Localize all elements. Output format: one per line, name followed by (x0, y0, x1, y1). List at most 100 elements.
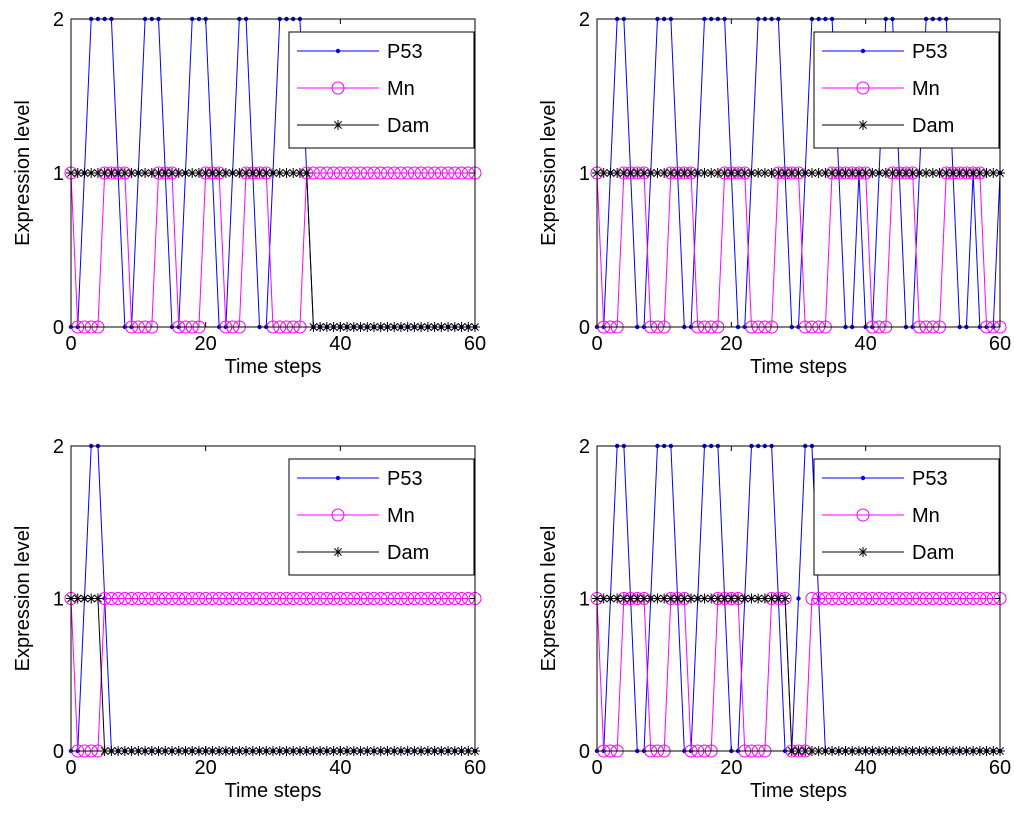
y-tick-label: 0 (53, 317, 64, 339)
data-point (612, 168, 623, 178)
legend-marker-dam (858, 120, 868, 130)
data-point (99, 168, 110, 178)
x-tick-label: 60 (464, 757, 486, 779)
x-tick-label: 40 (329, 757, 351, 779)
data-point (832, 592, 846, 605)
data-point (961, 168, 972, 178)
data-point (288, 168, 299, 178)
data-point (199, 592, 213, 605)
x-tick-label: 20 (195, 757, 217, 779)
data-point (686, 168, 697, 178)
data-point (632, 593, 643, 604)
y-axis-label: Expression level (538, 100, 560, 246)
data-point (261, 168, 272, 178)
data-point (153, 168, 164, 178)
data-point (988, 168, 999, 178)
data-point (367, 166, 381, 180)
data-point (719, 168, 730, 178)
data-point (441, 166, 455, 180)
data-point (874, 168, 885, 178)
data-point (598, 168, 609, 178)
data-point (679, 593, 690, 604)
data-point (354, 592, 368, 605)
legend-item-p53: P53 (297, 468, 423, 490)
data-point (759, 593, 770, 604)
legend-label: P53 (387, 468, 423, 490)
data-point (380, 592, 394, 605)
subplot-3: 0 20 40 60 0 1 2 Time steps Expression level P53 M… (12, 436, 486, 802)
data-point (739, 593, 750, 604)
data-point (293, 592, 307, 605)
data-point (780, 593, 791, 604)
x-tick-label: 60 (989, 333, 1011, 355)
data-point (879, 592, 893, 605)
legend-label: Dam (387, 115, 429, 137)
data-point (414, 166, 428, 180)
data-point (273, 592, 287, 605)
data-point (887, 168, 898, 178)
legend: P53 Mn Dam (813, 31, 1000, 149)
series-dam (592, 168, 1005, 178)
data-point (827, 168, 838, 178)
legend-item-dam: Dam (297, 115, 429, 137)
data-point (354, 166, 368, 180)
data-point (954, 168, 965, 178)
y-tick-label: 0 (579, 317, 590, 339)
legend-item-mn: Mn (297, 505, 415, 527)
data-point (733, 168, 744, 178)
data-point (598, 593, 609, 604)
legend-item-p53: P53 (822, 468, 948, 490)
data-point (692, 593, 703, 604)
data-point (980, 592, 994, 605)
data-point (659, 593, 670, 604)
data-point (860, 168, 871, 178)
data-point (733, 593, 744, 604)
data-point (914, 168, 925, 178)
data-point (872, 592, 886, 605)
data-point (266, 592, 280, 605)
data-point (394, 166, 408, 180)
data-point (966, 592, 980, 605)
data-point (241, 168, 252, 178)
x-axis-label: Time steps (224, 780, 321, 802)
data-point (86, 593, 97, 604)
data-point (301, 168, 312, 178)
x-tick-label: 20 (720, 757, 742, 779)
x-tick-label: 40 (855, 757, 877, 779)
data-point (254, 168, 265, 178)
data-point (840, 168, 851, 178)
data-point (414, 592, 428, 605)
x-tick-label: 20 (720, 333, 742, 355)
data-point (753, 168, 764, 178)
data-point (281, 168, 292, 178)
subplot-1: 0 20 40 60 0 1 2 Time steps Expression level P53 M… (12, 9, 486, 378)
y-tick-label: 2 (579, 436, 590, 458)
x-tick-label: 60 (989, 757, 1011, 779)
data-point (205, 592, 219, 605)
legend-label: Dam (912, 542, 954, 564)
data-point (207, 168, 218, 178)
data-point (374, 592, 388, 605)
data-point (632, 168, 643, 178)
data-point (921, 168, 932, 178)
data-point (706, 168, 717, 178)
data-point (340, 592, 354, 605)
x-tick-label: 40 (855, 333, 877, 355)
x-axis-label: Time steps (750, 356, 847, 378)
data-point (178, 592, 192, 605)
data-point (448, 166, 462, 180)
data-point (926, 592, 940, 605)
data-point (746, 168, 757, 178)
data-point (939, 592, 953, 605)
data-point (247, 168, 258, 178)
data-point (605, 593, 616, 604)
data-point (953, 592, 967, 605)
data-point (126, 168, 137, 178)
data-point (759, 168, 770, 178)
data-point (421, 592, 435, 605)
data-point (712, 593, 723, 604)
data-point (780, 168, 791, 178)
data-point (455, 592, 469, 605)
data-point (172, 592, 186, 605)
